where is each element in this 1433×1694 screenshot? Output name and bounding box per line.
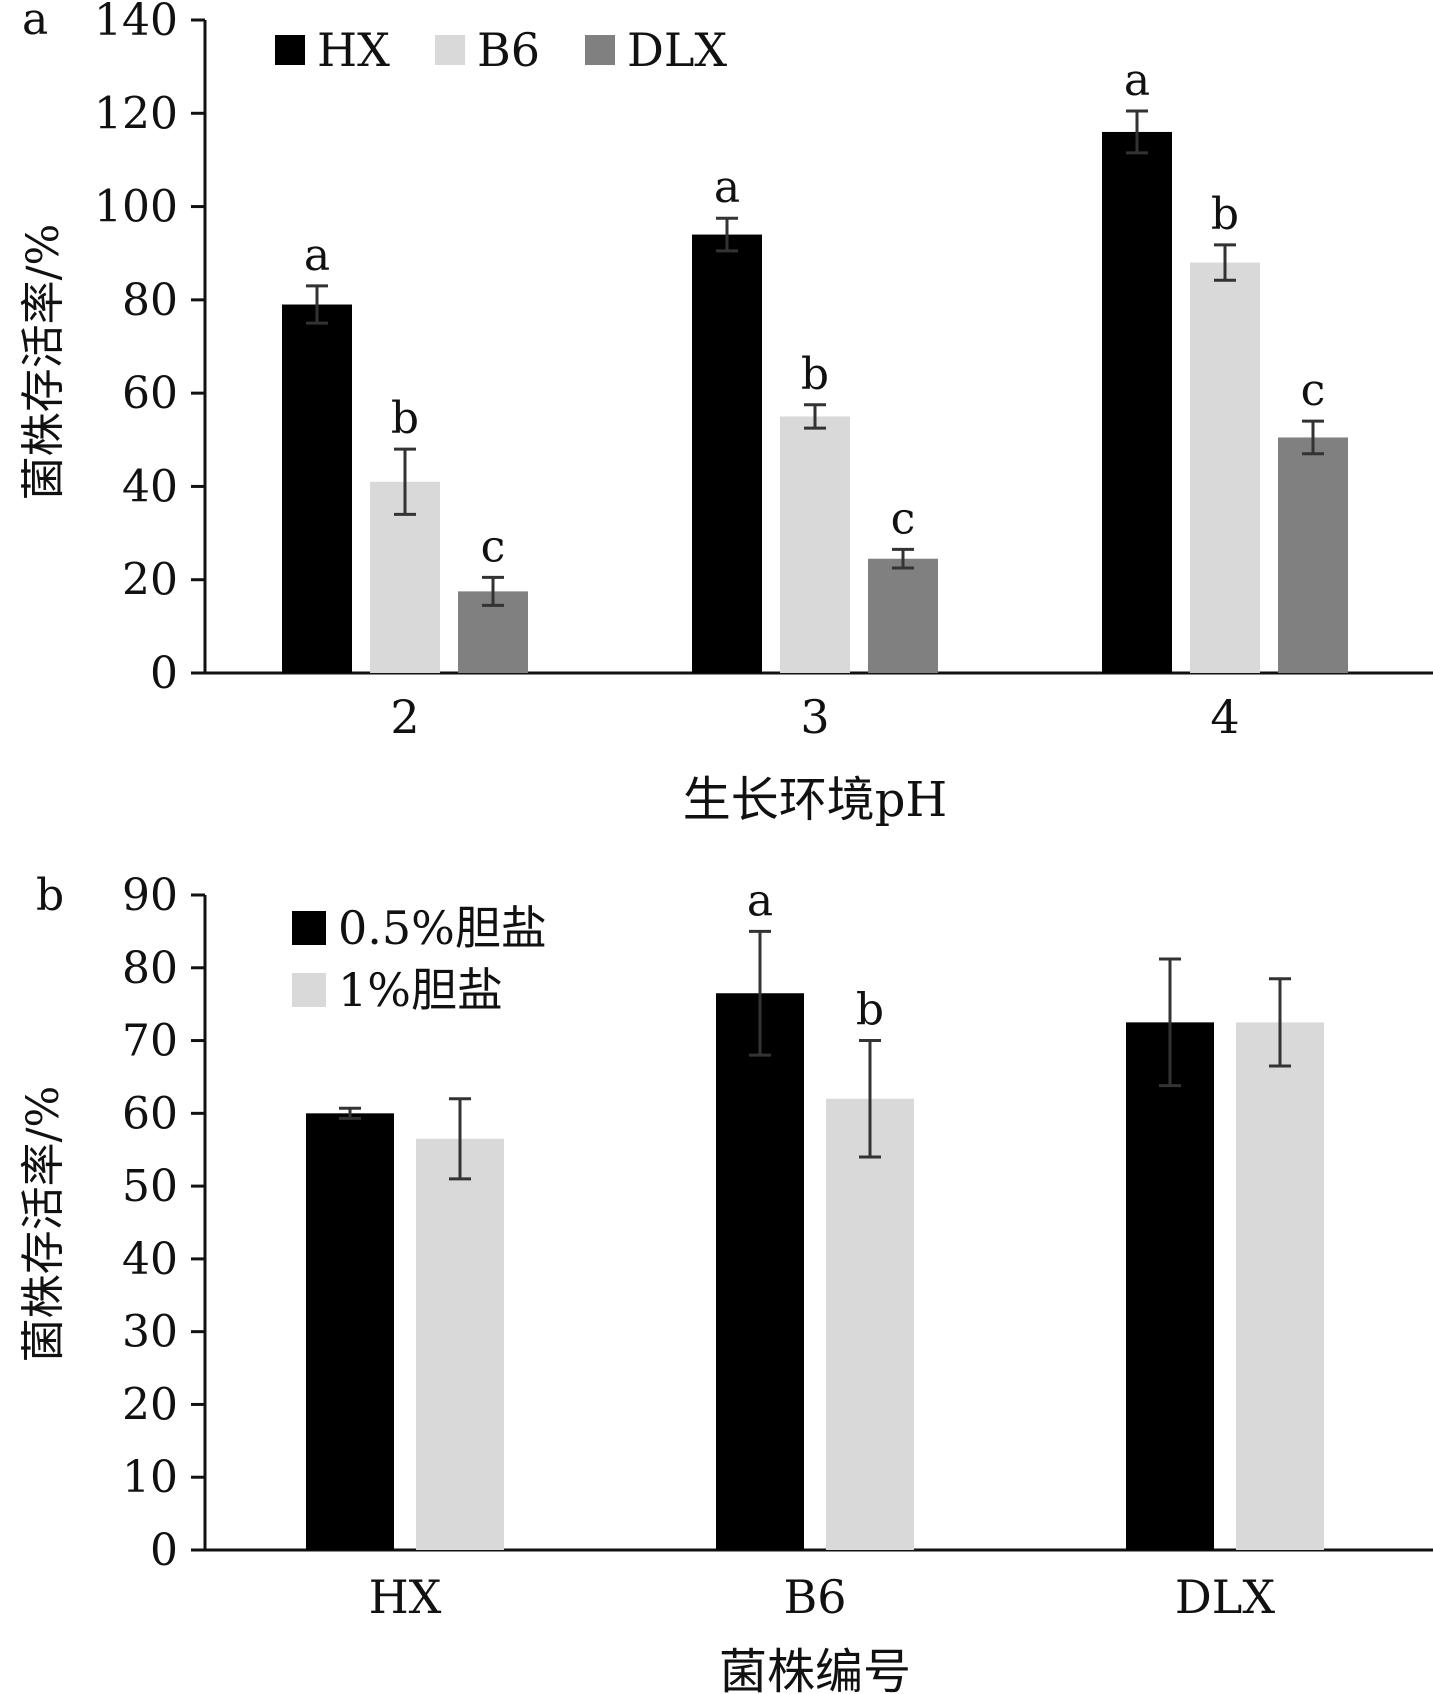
bar — [716, 993, 804, 1550]
y-tick-label: 100 — [94, 182, 178, 233]
y-tick-label: 70 — [122, 1016, 178, 1067]
x-axis-label: 菌株编号 — [719, 1644, 911, 1694]
y-tick-label: 60 — [122, 368, 178, 419]
y-tick-label: 80 — [122, 943, 178, 994]
y-tick-label: 120 — [94, 88, 178, 139]
y-tick-label: 0 — [150, 648, 178, 699]
bar — [1190, 262, 1260, 673]
significance-label: a — [1124, 55, 1150, 106]
significance-label: a — [714, 162, 740, 213]
y-tick-label: 140 — [94, 0, 178, 46]
bar — [826, 1098, 914, 1550]
y-tick-label: 40 — [122, 1234, 178, 1285]
bar — [1102, 131, 1172, 673]
x-tick-label: HX — [369, 1570, 442, 1624]
y-tick-label: 10 — [122, 1452, 178, 1503]
bar — [780, 416, 850, 673]
bar — [282, 304, 352, 673]
significance-label: b — [1211, 189, 1239, 240]
significance-label: b — [801, 349, 829, 400]
panel-label-b: b — [36, 870, 64, 921]
bar — [1126, 1022, 1214, 1550]
panel-label-a: a — [22, 0, 48, 45]
legend-label: 1%胆盐 — [338, 963, 503, 1017]
y-tick-label: 0 — [150, 1525, 178, 1576]
legend-label: 0.5%胆盐 — [338, 901, 547, 955]
y-tick-label: 30 — [122, 1307, 178, 1358]
significance-label: b — [391, 393, 419, 444]
y-tick-label: 20 — [122, 1379, 178, 1430]
legend-swatch — [585, 35, 615, 65]
y-tick-label: 50 — [122, 1161, 178, 1212]
bar — [1278, 437, 1348, 673]
significance-label: b — [856, 985, 884, 1036]
significance-label: c — [891, 493, 916, 544]
x-tick-label: DLX — [1175, 1570, 1275, 1624]
legend-label: B6 — [477, 23, 540, 77]
bar — [1236, 1022, 1324, 1550]
chart-panel-a: a 菌株存活率/% 生长环境pH 0 20 40 60 80 100 120 140 2 3 4 a… — [18, 0, 1433, 828]
significance-label: c — [1301, 365, 1326, 416]
legend-swatch — [292, 911, 326, 945]
x-tick-label: B6 — [783, 1570, 846, 1624]
y-tick-label: 40 — [122, 461, 178, 512]
y-axis-label: 菌株存活率/% — [18, 1086, 69, 1363]
legend-swatch — [275, 35, 305, 65]
y-tick-label: 80 — [122, 275, 178, 326]
significance-label: a — [304, 230, 330, 281]
y-tick-label: 20 — [122, 555, 178, 606]
bar — [868, 558, 938, 673]
x-tick-label: 2 — [390, 690, 419, 744]
bar — [692, 234, 762, 674]
x-axis-label: 生长环境pH — [683, 772, 948, 828]
legend-label: HX — [317, 23, 390, 77]
y-tick-label: 90 — [122, 870, 178, 921]
bar — [306, 1113, 394, 1550]
significance-label: a — [747, 875, 773, 926]
x-tick-label: 4 — [1210, 690, 1239, 744]
x-tick-label: 3 — [800, 690, 829, 744]
y-axis-label: 菌株存活率/% — [18, 224, 69, 501]
legend-label: DLX — [627, 23, 727, 77]
legend-swatch — [292, 973, 326, 1007]
chart-panel-b: b 菌株存活率/% 菌株编号 0 10 20 30 40 50 60 70 80 90 HX B6 DL… — [18, 870, 1433, 1694]
bar — [416, 1138, 504, 1550]
legend-swatch — [435, 35, 465, 65]
significance-label: c — [481, 521, 506, 572]
y-tick-label: 60 — [122, 1088, 178, 1139]
